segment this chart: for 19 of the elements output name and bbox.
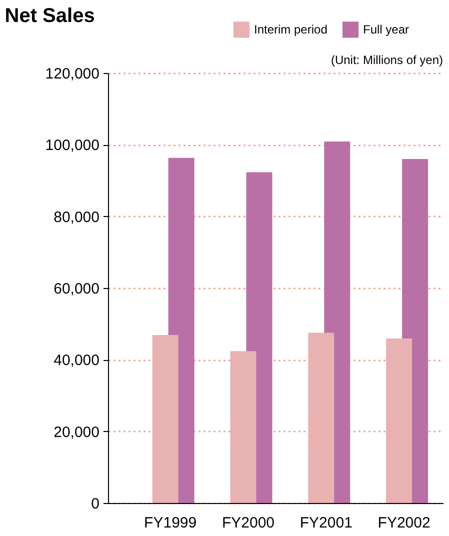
x-tick-label: FY2000 — [222, 514, 275, 532]
text: (Unit: Millions of yen) — [330, 53, 444, 67]
legend-label: Full year — [363, 22, 410, 37]
y-tick-label: 20,000 — [54, 424, 100, 441]
x-tick-label: FY2002 — [378, 514, 430, 532]
y-tick-label: 80,000 — [54, 208, 100, 226]
y-tick-label: 0 — [91, 496, 100, 512]
y-tick-label: 60,000 — [54, 280, 100, 298]
bar — [152, 334, 178, 503]
legend-label: Interim period — [254, 22, 328, 37]
y-tick-label: 120,000 — [45, 66, 100, 82]
x-tick-label: FY2001 — [300, 514, 352, 532]
bar — [386, 338, 412, 503]
bar — [230, 351, 256, 503]
y-tick-label: 100,000 — [45, 137, 100, 154]
chart-title: Net Sales — [4, 5, 95, 27]
y-tick-label: 40,000 — [54, 352, 100, 370]
x-tick-label: FY1999 — [144, 514, 197, 532]
bar — [308, 332, 334, 503]
